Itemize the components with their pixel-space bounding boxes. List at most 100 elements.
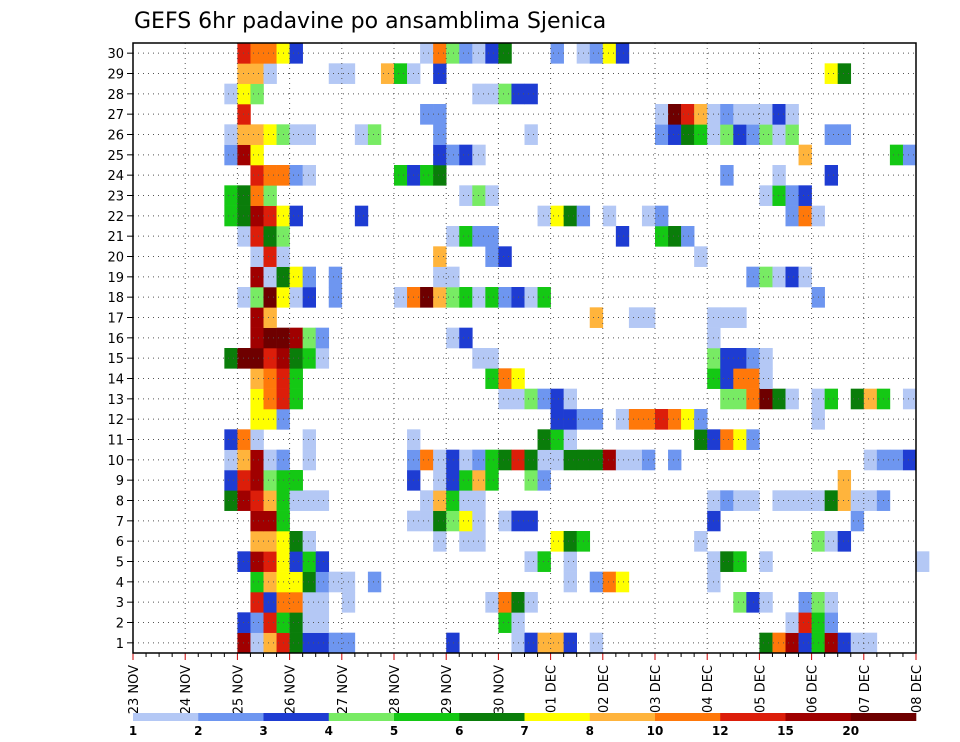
heatmap-cell — [446, 287, 460, 308]
heatmap-cell — [263, 531, 277, 552]
heatmap-cell — [250, 409, 264, 430]
heatmap-cell — [785, 612, 799, 633]
heatmap-cell — [433, 266, 447, 288]
heatmap-cell — [237, 612, 251, 633]
heatmap-cell — [250, 226, 264, 247]
heatmap-cell — [302, 348, 316, 369]
heatmap-cell — [302, 266, 316, 288]
heatmap-cell — [263, 205, 277, 227]
heatmap-cell — [315, 490, 330, 511]
heatmap-cell — [694, 409, 708, 430]
heatmap-cell — [785, 490, 799, 511]
heatmap-cell — [759, 388, 773, 410]
heatmap-cell — [720, 551, 734, 572]
x-tick-label: 05 DEC — [753, 665, 768, 713]
y-tick-label: 24 — [107, 169, 124, 184]
heatmap-cell — [289, 348, 303, 369]
heatmap-cell — [550, 409, 564, 430]
heatmap-cell — [459, 185, 473, 206]
x-tick-label: 28 NOV — [388, 665, 403, 714]
heatmap-cell — [459, 449, 473, 471]
y-tick-label: 29 — [107, 68, 124, 83]
heatmap-cell — [289, 470, 303, 491]
heatmap-cell — [420, 43, 434, 64]
heatmap-cell — [772, 266, 786, 288]
heatmap-cell — [485, 368, 499, 389]
heatmap-cell — [655, 226, 669, 247]
heatmap-cell — [524, 470, 538, 491]
x-tick-label: 30 NOV — [492, 665, 507, 714]
heatmap-cell — [250, 571, 264, 593]
heatmap-cell — [785, 124, 799, 145]
y-axis: 1234567891011121314151617181920212223242… — [107, 47, 133, 652]
heatmap-cell — [485, 348, 499, 369]
heatmap-cell — [289, 388, 303, 410]
y-tick-label: 4 — [116, 576, 124, 591]
heatmap-cell — [772, 185, 786, 206]
heatmap-cell — [250, 632, 264, 654]
heatmap-cell — [433, 490, 447, 511]
heatmap-cell — [537, 287, 551, 308]
heatmap-cell — [250, 307, 264, 328]
y-tick-label: 30 — [107, 47, 124, 62]
heatmap-cell — [615, 571, 630, 593]
heatmap-cell — [328, 287, 343, 308]
heatmap-cell — [263, 409, 277, 430]
heatmap-cell — [772, 490, 786, 511]
heatmap-cell — [250, 388, 264, 410]
heatmap-cell — [237, 63, 251, 84]
heatmap-cell — [263, 551, 277, 572]
x-tick-label: 26 NOV — [284, 665, 299, 714]
heatmap-cell — [733, 348, 747, 369]
heatmap-cell — [824, 592, 838, 613]
heatmap-cell — [433, 510, 447, 532]
heatmap-cell — [263, 592, 277, 613]
heatmap-cell — [224, 490, 238, 511]
heatmap-cell — [250, 510, 264, 532]
legend-label: 8 — [586, 724, 594, 738]
heatmap-cell — [785, 388, 799, 410]
heatmap-cell — [668, 449, 682, 471]
heatmap-cell — [498, 510, 512, 532]
heatmap-cell — [733, 388, 747, 410]
y-tick-label: 28 — [107, 88, 124, 103]
y-tick-label: 27 — [107, 108, 124, 123]
heatmap-cell — [759, 185, 773, 206]
heatmap-cell — [824, 124, 838, 145]
heatmap-cell — [263, 490, 277, 511]
heatmap-cell — [289, 287, 303, 308]
heatmap-cell — [537, 449, 551, 471]
heatmap-cell — [485, 43, 499, 64]
heatmap-cell — [354, 205, 369, 227]
heatmap-cell — [759, 104, 773, 125]
heatmap-cell — [237, 490, 251, 511]
heatmap-cell — [250, 83, 264, 105]
heatmap-cell — [733, 104, 747, 125]
heatmap-cell — [237, 287, 251, 308]
heatmap-cell — [824, 165, 838, 186]
y-tick-label: 14 — [107, 373, 124, 388]
heatmap-cell — [394, 165, 408, 186]
heatmap-cell — [720, 429, 734, 450]
heatmap-cell — [250, 185, 264, 206]
heatmap-cell — [224, 144, 238, 166]
legend-swatch — [328, 713, 395, 721]
legend-swatch — [198, 713, 264, 721]
heatmap-cell — [315, 612, 330, 633]
heatmap-cell — [563, 388, 577, 410]
heatmap-cell — [459, 43, 473, 64]
heatmap-cell — [537, 551, 551, 572]
heatmap-cell — [263, 124, 277, 145]
heatmap-cell — [602, 43, 617, 64]
legend-swatch — [589, 713, 656, 721]
heatmap-cell — [302, 612, 316, 633]
heatmap-cell — [498, 388, 512, 410]
heatmap-cell — [785, 185, 799, 206]
x-tick-label: 02 DEC — [597, 665, 612, 713]
heatmap-cell — [668, 226, 682, 247]
heatmap-cell — [537, 388, 551, 410]
heatmap-cell — [563, 632, 577, 654]
heatmap-cell — [628, 307, 643, 328]
heatmap-cell — [863, 449, 878, 471]
heatmap-cell — [289, 165, 303, 186]
